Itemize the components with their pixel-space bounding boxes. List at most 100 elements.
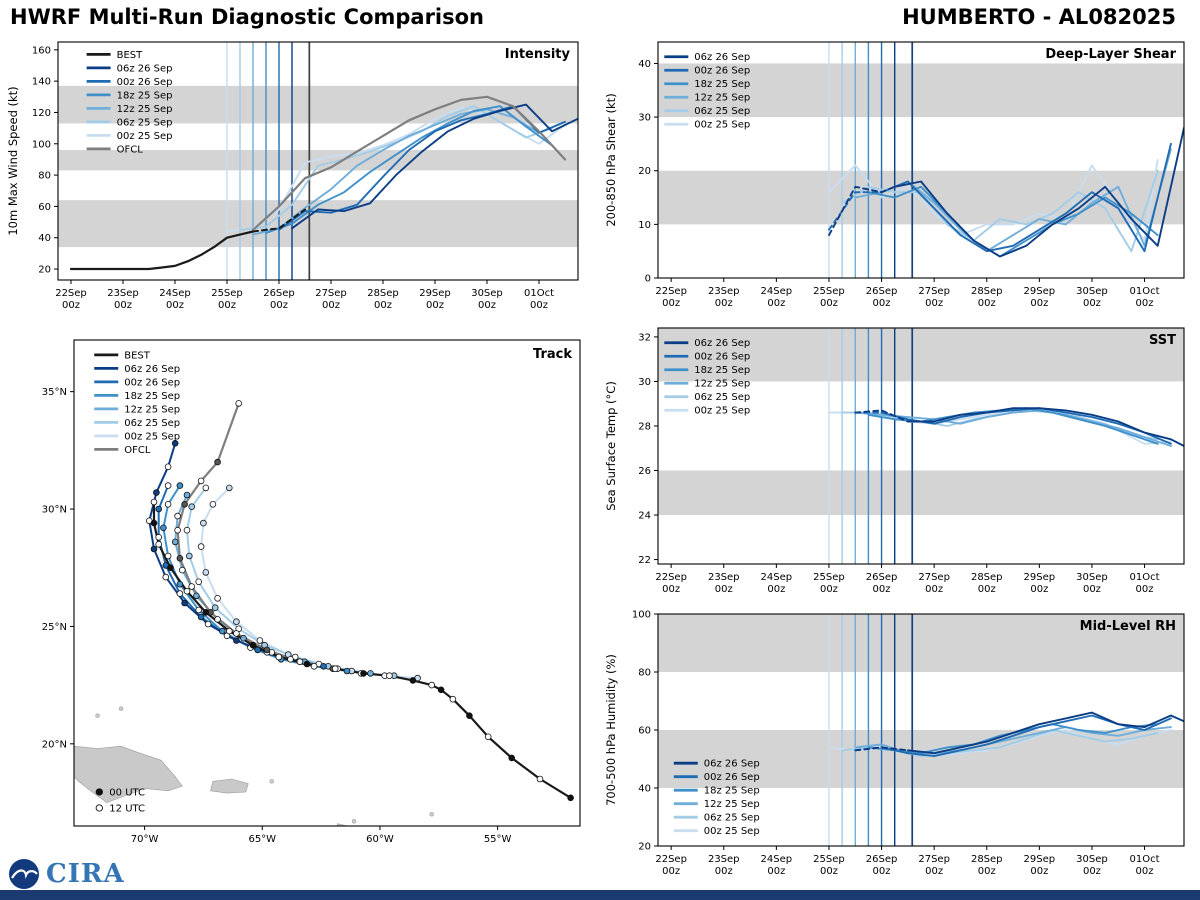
- svg-text:12z 25 Sep: 12z 25 Sep: [694, 379, 750, 390]
- svg-text:00z 25 Sep: 00z 25 Sep: [117, 131, 173, 142]
- svg-text:20: 20: [38, 265, 51, 276]
- svg-text:12z 25 Sep: 12z 25 Sep: [704, 799, 760, 810]
- svg-text:18z 25 Sep: 18z 25 Sep: [694, 79, 750, 90]
- svg-text:70°W: 70°W: [131, 834, 159, 845]
- svg-text:32: 32: [638, 332, 651, 343]
- bottom-bar: [0, 890, 1200, 900]
- svg-text:12z 25 Sep: 12z 25 Sep: [124, 404, 180, 415]
- svg-text:20°N: 20°N: [42, 739, 67, 750]
- svg-text:Mid-Level RH: Mid-Level RH: [1080, 619, 1176, 634]
- svg-text:Intensity: Intensity: [505, 47, 571, 62]
- svg-text:120: 120: [32, 108, 51, 119]
- svg-text:20: 20: [638, 166, 651, 177]
- svg-text:0: 0: [645, 274, 651, 285]
- rh-panel: 20 40 60 80 100 22Sep 00z 23Sep 00z 24Sep 00z 25Sep…: [602, 608, 1196, 894]
- svg-text:12 UTC: 12 UTC: [109, 803, 145, 814]
- svg-text:60: 60: [38, 202, 51, 213]
- track-panel: 20°N 25°N 30°N 35°N 70°W 65°W 60°W 55°W Track BES…: [4, 330, 592, 874]
- svg-text:30: 30: [638, 113, 651, 124]
- svg-text:30°N: 30°N: [42, 505, 67, 516]
- svg-text:12z 25 Sep: 12z 25 Sep: [117, 104, 173, 115]
- svg-text:40: 40: [38, 233, 51, 244]
- svg-text:00z 25 Sep: 00z 25 Sep: [694, 120, 750, 131]
- svg-text:12z 25 Sep: 12z 25 Sep: [694, 93, 750, 104]
- svg-text:40: 40: [638, 59, 651, 70]
- svg-text:06z 25 Sep: 06z 25 Sep: [694, 106, 750, 117]
- svg-text:200-850 hPa Shear (kt): 200-850 hPa Shear (kt): [604, 93, 618, 226]
- svg-text:700-500 hPa Humidity (%): 700-500 hPa Humidity (%): [604, 654, 618, 806]
- svg-text:OFCL: OFCL: [117, 144, 144, 155]
- svg-text:18z 25 Sep: 18z 25 Sep: [124, 391, 180, 402]
- svg-text:00 UTC: 00 UTC: [109, 787, 145, 798]
- svg-text:140: 140: [32, 77, 51, 88]
- svg-text:06z 26 Sep: 06z 26 Sep: [694, 338, 750, 349]
- noaa-logo: [9, 859, 39, 889]
- svg-text:Deep-Layer Shear: Deep-Layer Shear: [1045, 47, 1176, 62]
- svg-text:160: 160: [32, 45, 51, 56]
- svg-text:00z 26 Sep: 00z 26 Sep: [694, 66, 750, 77]
- svg-text:10m Max Wind Speed (kt): 10m Max Wind Speed (kt): [6, 86, 20, 235]
- svg-text:Track: Track: [533, 347, 572, 362]
- rh-chart: 20 40 60 80 100 22Sep 00z 23Sep 00z 24Sep 00z 25Sep…: [604, 610, 1185, 877]
- svg-text:06z 25 Sep: 06z 25 Sep: [117, 117, 173, 128]
- svg-text:55°W: 55°W: [484, 834, 512, 845]
- svg-text:26: 26: [638, 466, 651, 477]
- svg-text:OFCL: OFCL: [124, 445, 151, 456]
- svg-text:00z 25 Sep: 00z 25 Sep: [124, 431, 180, 442]
- svg-text:06z 26 Sep: 06z 26 Sep: [117, 63, 173, 74]
- svg-text:00z 26 Sep: 00z 26 Sep: [704, 772, 760, 783]
- svg-text:BEST: BEST: [117, 50, 144, 61]
- svg-text:65°W: 65°W: [248, 834, 276, 845]
- svg-text:06z 26 Sep: 06z 26 Sep: [124, 364, 180, 375]
- svg-text:18z 25 Sep: 18z 25 Sep: [704, 786, 760, 797]
- svg-text:00z 26 Sep: 00z 26 Sep: [124, 377, 180, 388]
- svg-text:00z 25 Sep: 00z 25 Sep: [704, 826, 760, 837]
- svg-text:22: 22: [638, 555, 651, 566]
- footer-logos: CIRA: [8, 858, 125, 890]
- svg-text:60: 60: [638, 726, 651, 737]
- svg-text:60°W: 60°W: [366, 834, 394, 845]
- svg-text:00z 25 Sep: 00z 25 Sep: [694, 406, 750, 417]
- storm-title: HUMBERTO - AL082025: [902, 5, 1176, 29]
- svg-text:Sea Surface Temp (°C): Sea Surface Temp (°C): [604, 381, 618, 511]
- svg-text:30: 30: [638, 377, 651, 388]
- svg-text:06z 26 Sep: 06z 26 Sep: [704, 759, 760, 770]
- svg-text:06z 25 Sep: 06z 25 Sep: [124, 418, 180, 429]
- intensity-chart: 20 40 60 80 100 120 140 160 22Sep 00z 23Sep 00z 24Se…: [6, 41, 579, 311]
- sst-panel: 22 24 26 28 30 32 22Sep 00z 23Sep 00z 24Sep 00z 25Se…: [602, 322, 1196, 612]
- svg-text:SST: SST: [1149, 333, 1176, 348]
- svg-text:20: 20: [638, 842, 651, 853]
- svg-text:18z 25 Sep: 18z 25 Sep: [117, 90, 173, 101]
